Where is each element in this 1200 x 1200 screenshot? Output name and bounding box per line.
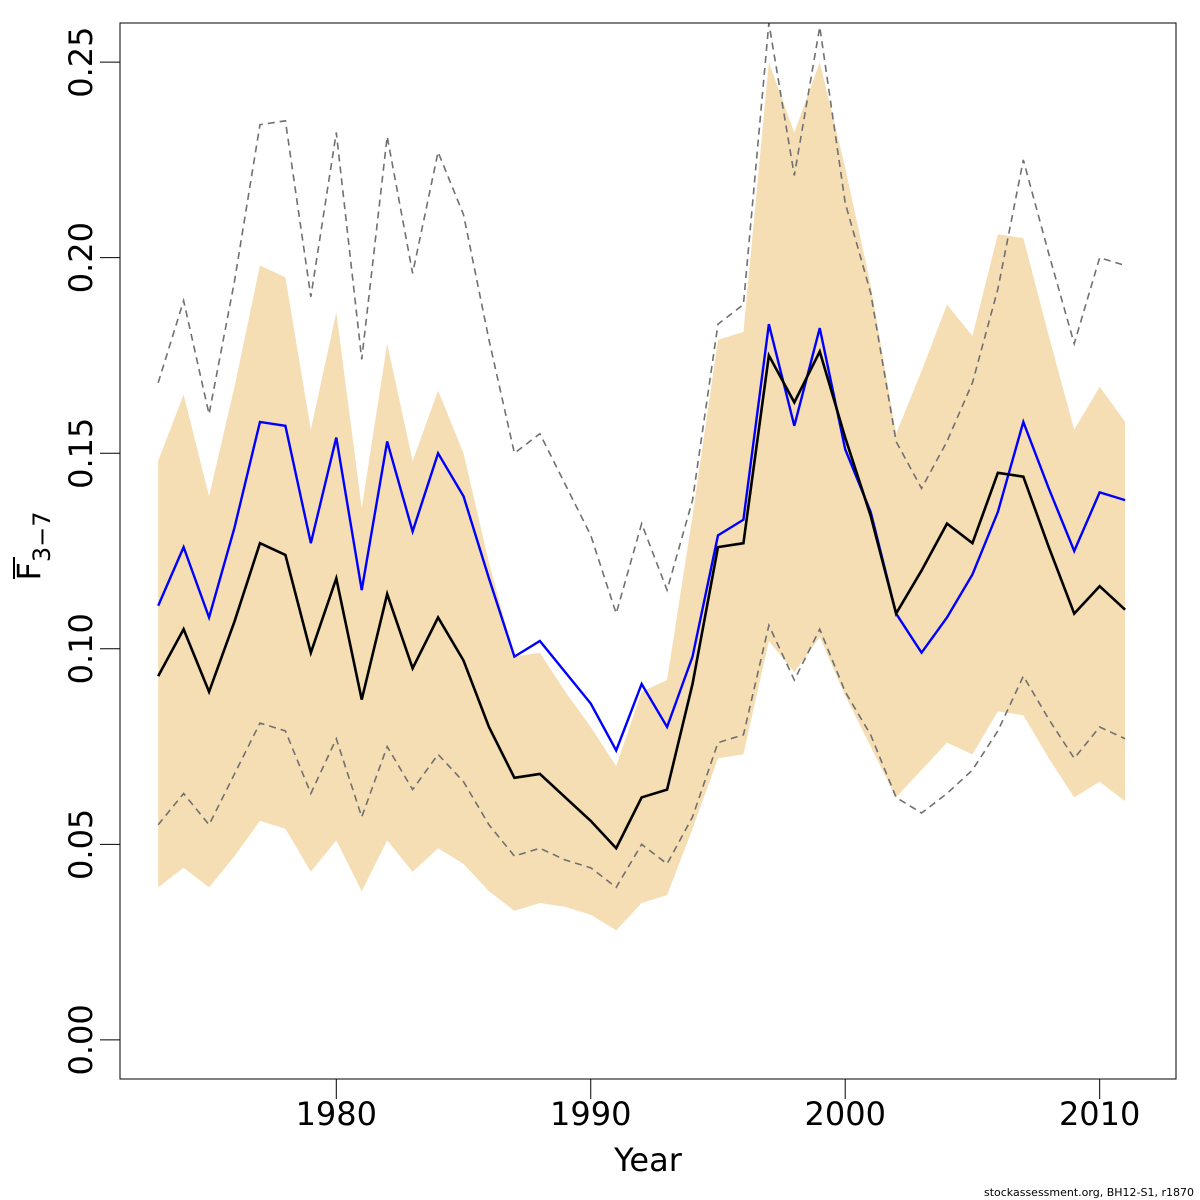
comparison-lower-line [157, 622, 1126, 889]
x-tick-label: 2000 [804, 1095, 885, 1133]
y-tick-label: 0.15 [62, 418, 100, 489]
y-tick-label: 0.20 [62, 222, 100, 293]
x-tick-label: 2010 [1059, 1095, 1140, 1133]
confidence-band [158, 62, 1126, 931]
credit-text: stockassessment.org, BH12-S1, r1870 [984, 1186, 1194, 1199]
y-axis: 0.00 0.05 0.10 0.15 0.20 0.25 [62, 26, 121, 1076]
svg-text:F3−7: F3−7 [10, 511, 56, 580]
x-tick-label: 1990 [550, 1095, 631, 1133]
y-axis-title-subscript: 3−7 [28, 511, 56, 562]
estimate-line [157, 348, 1126, 851]
y-tick-label: 0.00 [62, 1004, 100, 1075]
y-tick-label: 0.10 [62, 613, 100, 684]
series-line-layer [157, 323, 1126, 851]
x-tick-label: 1980 [296, 1095, 377, 1133]
y-axis-title: F3−7 [10, 511, 56, 580]
y-tick-label: 0.05 [62, 809, 100, 880]
confidence-band-layer [158, 62, 1126, 931]
y-tick-label: 0.25 [62, 26, 100, 97]
x-axis-title: Year [613, 1141, 683, 1179]
comparison-upper-line [157, 22, 1126, 617]
x-axis: 1980 1990 2000 2010 [296, 1078, 1140, 1133]
comparison-ci-layer [157, 22, 1126, 889]
comparison-line [157, 323, 1126, 754]
y-axis-title-main: F [10, 562, 48, 580]
